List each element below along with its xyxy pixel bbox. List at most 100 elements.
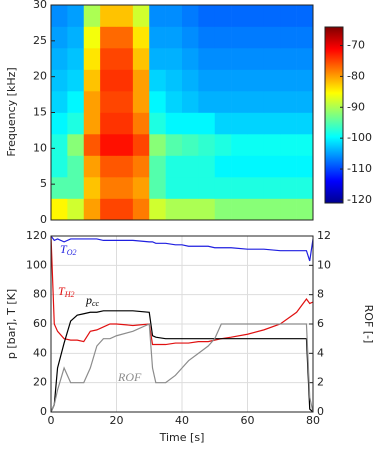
heatmap-cell (149, 134, 166, 156)
heatmap-cell (280, 198, 297, 221)
heatmap-cell (132, 177, 150, 199)
colorbar-tick-label: -80 (347, 69, 365, 82)
colorbar-tick-label: -90 (347, 100, 365, 113)
heatmap-cell (149, 48, 166, 70)
heatmap-cell (247, 198, 265, 221)
heatmap-cell (149, 91, 166, 113)
y2-tick-label: 2 (317, 376, 324, 389)
heatmap-cell (247, 48, 265, 70)
y-tick-label: 100 (26, 258, 47, 271)
y2-tick-label: 12 (317, 229, 331, 242)
heatmap-cell (100, 198, 117, 221)
heatmap-cell (83, 26, 101, 49)
y-tick-label: 10 (33, 141, 47, 154)
heatmap-cell (182, 155, 199, 178)
heatmap-cell (231, 26, 248, 49)
heatmap-cell (165, 26, 183, 49)
heatmap-cell (296, 5, 314, 27)
heatmap-cell (67, 134, 85, 156)
heatmap-cell (296, 112, 314, 135)
y2-tick-label: 8 (317, 288, 324, 301)
heatmap-cell (296, 155, 314, 178)
heatmap-cell (296, 177, 314, 199)
y-tick-label: 0 (40, 405, 47, 418)
heatmap-cell (132, 134, 150, 156)
colorbar (324, 26, 344, 204)
y-tick-label: 120 (26, 229, 47, 242)
x-tick-label: 0 (48, 414, 55, 427)
y2-axis-label: ROF [-] (362, 305, 375, 344)
heatmap-cell (67, 112, 85, 135)
y-axis-label: p [bar], T [K] (5, 289, 18, 359)
heatmap-cell (149, 26, 166, 49)
heatmap-cell (165, 69, 183, 92)
heatmap-cell (263, 112, 281, 135)
heatmap-cell (83, 91, 101, 113)
y-tick-label: 80 (33, 288, 47, 301)
heatmap-cell (263, 155, 281, 178)
heatmap-cell (198, 48, 216, 70)
heatmap-cell (214, 155, 232, 178)
heatmap-cell (280, 91, 297, 113)
heatmap-cell (198, 198, 216, 221)
heatmap-cell (296, 198, 314, 221)
annotation-subscript: cc (92, 299, 100, 308)
heatmap-cell (51, 26, 68, 49)
series-annotation: TH2 (58, 284, 74, 299)
heatmap-cell (214, 5, 232, 27)
heatmap-cell (100, 112, 117, 135)
heatmap-cell (132, 5, 150, 27)
heatmap-cell (231, 112, 248, 135)
heatmap-cell (132, 155, 150, 178)
heatmap-cell (214, 48, 232, 70)
heatmap-cell (198, 91, 216, 113)
y-tick-label: 25 (33, 34, 47, 47)
heatmap-cell (182, 69, 199, 92)
heatmap-cell (67, 48, 85, 70)
heatmap-cell (198, 69, 216, 92)
heatmap-cell (231, 177, 248, 199)
heatmap-cell (165, 91, 183, 113)
heatmap-cell (149, 69, 166, 92)
heatmap-cell (214, 26, 232, 49)
series-line (51, 236, 313, 262)
heatmap-cell (182, 177, 199, 199)
heatmap-cell (116, 155, 134, 178)
heatmap-cell (83, 155, 101, 178)
x-axis-label: Time [s] (159, 431, 205, 444)
heatmap-cell (263, 134, 281, 156)
heatmap-cell (296, 69, 314, 92)
colorbar-tick-label: -100 (347, 131, 372, 144)
heatmap-cell (231, 155, 248, 178)
x-tick-label: 80 (306, 414, 320, 427)
x-tick-label: 60 (241, 414, 255, 427)
heatmap-cell (100, 26, 117, 49)
heatmap-cell (51, 198, 68, 221)
heatmap-cell (231, 48, 248, 70)
heatmap-cell (100, 177, 117, 199)
heatmap-cell (116, 26, 134, 49)
heatmap-cell (100, 48, 117, 70)
heatmap-cell (83, 198, 101, 221)
heatmap-cell (280, 155, 297, 178)
heatmap-cell (182, 5, 199, 27)
series-annotation: pcc (85, 293, 100, 308)
heatmap-cell (280, 26, 297, 49)
heatmap-cell (263, 198, 281, 221)
heatmap-cell (280, 48, 297, 70)
heatmap-cell (116, 69, 134, 92)
heatmap-cell (116, 134, 134, 156)
heatmap-cell (132, 48, 150, 70)
annotation-text: T (58, 284, 66, 298)
heatmap-cell (100, 155, 117, 178)
series-annotation: TO2 (60, 242, 76, 257)
x-tick-label: 40 (175, 414, 189, 427)
annotation-text: p (85, 293, 92, 307)
heatmap-cell (51, 155, 68, 178)
heatmap-cell (165, 198, 183, 221)
heatmap-cell (263, 5, 281, 27)
heatmap-cell (247, 5, 265, 27)
y-tick-label: 20 (33, 70, 47, 83)
heatmap-cell (263, 26, 281, 49)
